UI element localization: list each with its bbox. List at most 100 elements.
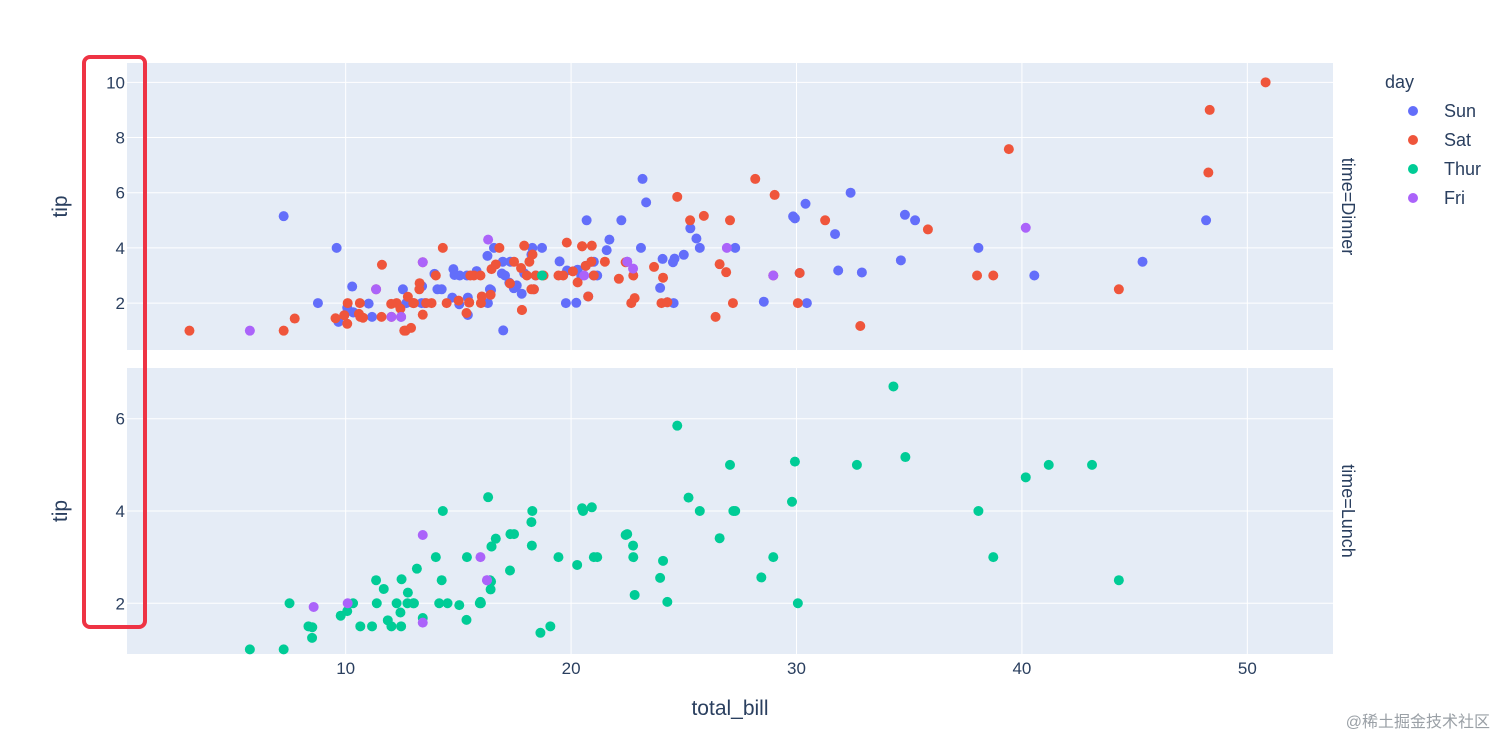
data-point-sat <box>972 270 983 281</box>
data-point-sun <box>500 270 511 281</box>
data-point-thur <box>756 572 767 583</box>
data-point-sat <box>855 320 866 331</box>
data-point-thur <box>714 533 725 544</box>
data-point-thur <box>725 459 735 470</box>
data-point-sun <box>454 270 465 281</box>
data-point-thur <box>851 459 862 470</box>
data-point-fri <box>481 575 492 586</box>
data-point-sat <box>626 298 637 309</box>
data-point-sat <box>430 270 441 281</box>
data-point-sat <box>727 298 738 309</box>
data-point-thur <box>490 533 501 544</box>
data-point-fri <box>579 270 590 281</box>
data-point-thur <box>730 506 741 516</box>
legend-label-sat[interactable]: Sat <box>1444 130 1471 150</box>
y-axis-title-dinner: tip <box>49 195 72 217</box>
data-point-sat <box>685 215 696 226</box>
data-point-thur <box>434 598 445 609</box>
data-point-thur <box>402 587 413 598</box>
data-point-thur <box>430 552 441 563</box>
data-point-thur <box>486 541 497 552</box>
legend-title: day <box>1385 72 1414 92</box>
data-point-sat <box>475 270 486 281</box>
data-point-sat <box>453 295 464 306</box>
data-point-sat <box>516 304 527 315</box>
legend-marker-sat[interactable] <box>1408 135 1418 145</box>
y-tick-label: 6 <box>116 184 125 203</box>
data-point-sat <box>698 210 709 221</box>
data-point-thur <box>367 621 378 632</box>
data-point-thur <box>436 575 447 586</box>
data-point-sat <box>485 289 496 300</box>
data-point-sun <box>833 265 844 276</box>
y-tick-label: 8 <box>116 129 125 148</box>
data-point-sun <box>554 256 565 267</box>
data-point-thur <box>371 575 382 586</box>
data-point-sat <box>516 263 527 274</box>
data-point-thur <box>628 540 639 551</box>
data-point-thur <box>382 615 393 626</box>
data-point-sat <box>721 267 732 278</box>
legend-marker-sun[interactable] <box>1408 106 1418 116</box>
x-tick-label: 30 <box>787 659 806 678</box>
data-point-sun <box>641 197 652 208</box>
data-point-sun <box>691 233 702 244</box>
data-point-sat <box>567 266 578 277</box>
data-point-sun <box>789 213 800 224</box>
facet-label-dinner: time=Dinner <box>1338 158 1358 256</box>
data-point-sun <box>895 255 906 266</box>
data-point-thur <box>461 614 472 625</box>
data-point-sat <box>599 256 610 267</box>
data-point-sat <box>421 298 432 309</box>
data-point-sat <box>342 318 353 329</box>
data-point-sat <box>649 261 660 272</box>
data-point-thur <box>396 574 407 585</box>
legend-marker-thur[interactable] <box>1408 164 1418 174</box>
data-point-sat <box>184 325 195 336</box>
data-point-fri <box>483 234 494 245</box>
legend-label-fri[interactable]: Fri <box>1444 188 1465 208</box>
data-point-sun <box>367 311 378 322</box>
data-point-thur <box>335 610 346 621</box>
data-point-sat <box>577 241 588 252</box>
data-point-sun <box>830 229 841 240</box>
data-point-sun <box>973 242 984 253</box>
data-point-thur <box>371 598 382 609</box>
data-point-sun <box>1137 256 1148 267</box>
y-tick-label: 2 <box>116 294 125 313</box>
y-tick-label: 10 <box>106 73 125 92</box>
data-points <box>184 77 1271 655</box>
data-point-thur <box>1087 459 1098 470</box>
data-point-sat <box>662 297 673 308</box>
data-point-sun <box>347 281 358 292</box>
data-point-sat <box>386 298 397 309</box>
data-point-sun <box>498 325 509 336</box>
data-point-fri <box>308 601 319 612</box>
data-point-thur <box>355 621 366 632</box>
data-point-sat <box>417 309 428 320</box>
x-tick-label: 50 <box>1238 659 1257 678</box>
data-point-thur <box>629 589 640 600</box>
legend: day Sun Sat Thur Fri <box>1385 72 1481 208</box>
data-point-thur <box>662 596 673 607</box>
legend-label-sun[interactable]: Sun <box>1444 101 1476 121</box>
data-point-sat <box>504 278 515 289</box>
data-point-sun <box>363 298 374 309</box>
legend-label-thur[interactable]: Thur <box>1444 159 1481 179</box>
data-point-fri <box>342 598 353 609</box>
data-point-sat <box>437 242 448 253</box>
data-point-thur <box>694 506 705 516</box>
data-point-sat <box>355 311 366 322</box>
data-point-thur <box>483 492 494 503</box>
data-point-sat <box>376 311 387 322</box>
data-point-sun <box>536 242 547 253</box>
data-point-sun <box>482 298 493 309</box>
data-point-thur <box>454 600 465 611</box>
data-point-thur <box>888 381 899 392</box>
legend-marker-fri[interactable] <box>1408 193 1418 203</box>
data-point-sat <box>750 173 761 184</box>
data-point-thur <box>553 552 564 563</box>
data-point-sat <box>792 298 803 309</box>
data-point-sat <box>922 224 933 235</box>
